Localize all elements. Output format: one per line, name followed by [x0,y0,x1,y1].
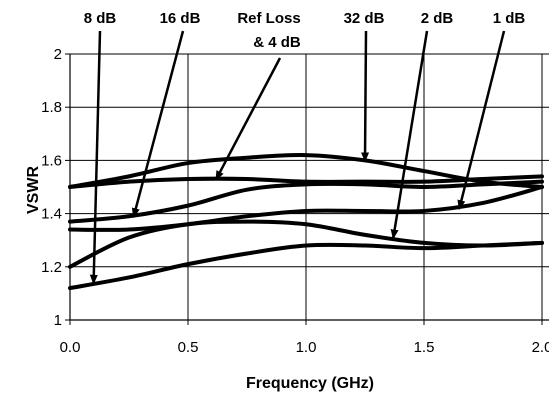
x-tick-label: 2.0 [532,339,549,356]
y-axis-title: VSWR [25,166,42,214]
annotation-label-2-db: 2 dB [421,10,454,27]
annotation-arrows [89,30,506,285]
annotation-label-32-db: 32 dB [344,10,385,27]
x-tick-labels: 0.0 0.5 1.0 1.5 2.0 [60,339,549,356]
x-tick-label: 1.5 [414,339,435,356]
annotation-labels: 8 dB 16 dB Ref Loss & 4 dB 32 dB 2 dB 1 dB [84,10,526,51]
y-tick-label: 1.2 [41,259,62,276]
y-tick-labels: 1 1.2 1.4 1.6 1.8 2 [41,46,62,329]
y-tick-label: 1.4 [41,206,62,223]
x-tick-label: 1.0 [296,339,317,356]
y-tick-label: 1.8 [41,99,62,116]
x-tick-label: 0.5 [178,339,199,356]
annotation-label-line2-ref-loss-4-db: & 4 dB [253,34,301,51]
annotation-label-8-db: 8 dB [84,10,117,27]
y-tick-label: 2 [54,46,62,63]
series-line-8-db [68,240,544,291]
annotation-label-ref-loss-4-db: Ref Loss [237,10,300,27]
annotation-arrow-1-db [457,30,506,211]
annotation-arrow-8-db [89,30,102,285]
y-tick-label: 1.6 [41,152,62,169]
y-tick-label: 1 [54,312,62,329]
annotation-arrow-32-db [361,30,370,163]
gridlines [65,53,549,325]
x-tick-label: 0.0 [60,339,81,356]
annotation-arrow-ref-loss-4-db [215,57,282,181]
annotation-label-16-db: 16 dB [160,10,201,27]
x-axis-title: Frequency (GHz) [246,375,374,392]
series-line-1-db [68,185,544,232]
annotation-label-1-db: 1 dB [493,10,526,27]
annotation-arrow-16-db [131,30,185,219]
annotation-arrow-2-db [390,30,429,240]
